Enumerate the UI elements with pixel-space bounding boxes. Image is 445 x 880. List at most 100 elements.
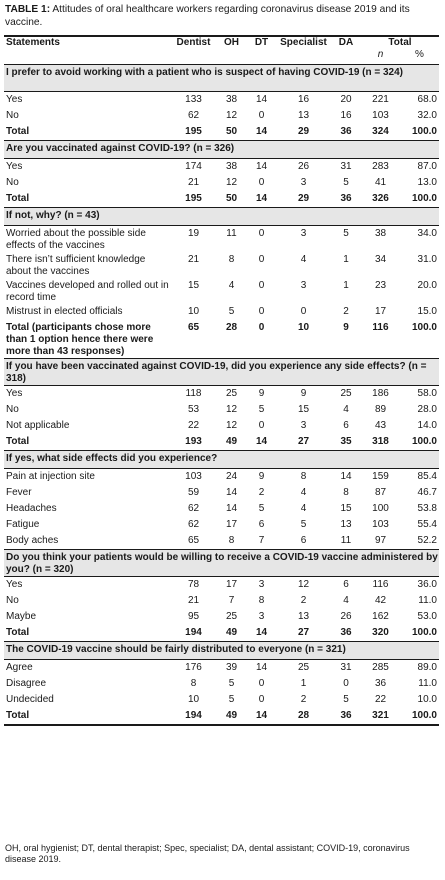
cell-specialist: 2	[300, 594, 307, 606]
cell-total-n: 34	[374, 254, 387, 265]
header-dt: DT	[247, 35, 276, 49]
row-label: Fatigue	[6, 518, 40, 530]
caption-label: TABLE 1:	[5, 4, 51, 15]
section-heading: I prefer to avoid working with a patient…	[4, 64, 439, 92]
cell-dentist: 19	[187, 228, 200, 239]
row-label: Total	[4, 433, 171, 451]
table-row: No 21 12 0 3 5 41 13.0	[4, 175, 439, 191]
cell-da: 2	[343, 306, 349, 317]
cell-da: 13	[340, 518, 352, 530]
cell-da: 36	[331, 190, 361, 208]
cell-dentist: 8	[190, 677, 197, 689]
cell-dt: 5	[258, 403, 265, 415]
cell-dt: 14	[247, 624, 276, 642]
cell-total-percent: 55.4	[417, 518, 437, 530]
table-row: Undecided 10 5 0 2 5 22 10.0	[4, 692, 439, 708]
row-label: Yes	[6, 94, 23, 105]
cell-oh: 49	[216, 707, 247, 726]
cell-total-n: 89	[374, 403, 387, 415]
cell-total-percent: 31.0	[417, 254, 437, 265]
cell-oh: 25	[225, 388, 238, 399]
header-oh: OH	[216, 35, 247, 49]
table-row: Agree 176 39 14 25 31 285 89.0	[4, 660, 439, 676]
cell-da: 36	[331, 123, 361, 141]
table-row: Not applicable 22 12 0 3 6 43 14.0	[4, 418, 439, 434]
row-label: Not applicable	[6, 419, 70, 431]
cell-total-percent: 100.0	[400, 624, 439, 642]
cell-total-percent: 53.8	[417, 502, 437, 514]
section-row: The COVID-19 vaccine should be fairly di…	[4, 641, 439, 660]
cell-total-n: 116	[361, 320, 400, 359]
cell-total-n: 36	[374, 677, 387, 689]
cell-total-n: 43	[374, 419, 387, 431]
header-da: DA	[331, 35, 361, 49]
cell-dentist: 10	[187, 306, 200, 317]
cell-dt: 0	[258, 280, 265, 291]
cell-total-n: 103	[372, 518, 389, 530]
row-label: Pain at injection site	[6, 471, 95, 482]
cell-da: 6	[343, 419, 349, 431]
cell-total-n: 186	[372, 388, 389, 399]
cell-total-percent: 46.7	[417, 486, 437, 498]
cell-total-percent: 13.0	[417, 176, 437, 188]
cell-specialist: 13	[297, 109, 310, 121]
cell-total-percent: 85.4	[417, 471, 437, 482]
cell-dt: 0	[258, 109, 265, 121]
cell-dt: 3	[258, 579, 265, 590]
cell-da: 20	[340, 94, 352, 105]
cell-oh: 50	[216, 123, 247, 141]
table-row: Maybe 95 25 3 13 26 162 53.0	[4, 609, 439, 625]
cell-oh: 12	[225, 403, 238, 415]
cell-specialist: 26	[297, 161, 310, 172]
cell-total-percent: 89.0	[417, 662, 437, 673]
header-statements: Statements	[4, 35, 171, 49]
cell-oh: 38	[225, 94, 238, 105]
cell-total-n: 321	[361, 707, 400, 726]
cell-total-percent: 20.0	[417, 280, 437, 291]
cell-da: 0	[343, 677, 349, 689]
cell-dentist: 22	[187, 419, 200, 431]
cell-specialist: 4	[300, 254, 307, 265]
cell-total-percent: 100.0	[400, 433, 439, 451]
row-label: Fever	[6, 486, 32, 498]
cell-oh: 49	[216, 433, 247, 451]
cell-dt: 7	[247, 532, 276, 550]
cell-dentist: 21	[187, 176, 200, 188]
header-n: n	[361, 49, 400, 65]
cell-dentist: 78	[187, 579, 200, 590]
row-label: Agree	[6, 662, 33, 673]
cell-oh: 7	[228, 594, 235, 606]
cell-specialist: 3	[300, 176, 307, 188]
cell-dt: 3	[258, 610, 265, 622]
row-label: Body aches	[4, 532, 171, 550]
table-row: Fatigue 62 17 6 5 13 103 55.4	[4, 517, 439, 533]
cell-total-percent: 32.0	[417, 109, 437, 121]
cell-total-percent: 100.0	[400, 707, 439, 726]
table-row: Yes 118 25 9 9 25 186 58.0	[4, 386, 439, 402]
cell-total-n: 103	[372, 109, 389, 121]
cell-oh: 50	[216, 190, 247, 208]
header-dentist: Dentist	[171, 35, 216, 49]
table-row: No 21 7 8 2 4 42 11.0	[4, 593, 439, 609]
section-row: If you have been vaccinated against COVI…	[4, 358, 439, 386]
table-row: Headaches 62 14 5 4 15 100 53.8	[4, 501, 439, 517]
cell-oh: 12	[225, 109, 238, 121]
cell-dentist: 65	[171, 320, 216, 359]
cell-da: 1	[343, 254, 349, 265]
cell-dt: 0	[258, 693, 265, 705]
row-label: Headaches	[6, 502, 57, 514]
cell-total-n: 318	[361, 433, 400, 451]
cell-specialist: 5	[300, 518, 307, 530]
cell-oh: 38	[225, 161, 238, 172]
total-row: Total 194 49 14 27 36 320 100.0	[4, 624, 439, 642]
cell-dentist: 133	[185, 94, 202, 105]
row-label: There isn’t sufficient knowledge about t…	[6, 254, 146, 277]
cell-total-n: 116	[372, 579, 389, 590]
cell-da: 5	[343, 176, 349, 188]
cell-total-n: 38	[374, 228, 387, 239]
cell-total-percent: 36.0	[417, 579, 437, 590]
cell-dt: 6	[258, 518, 265, 530]
cell-total-n: 159	[372, 471, 389, 482]
cell-specialist: 4	[300, 502, 307, 514]
table-row: Vaccines developed and rolled out in rec…	[4, 278, 439, 304]
